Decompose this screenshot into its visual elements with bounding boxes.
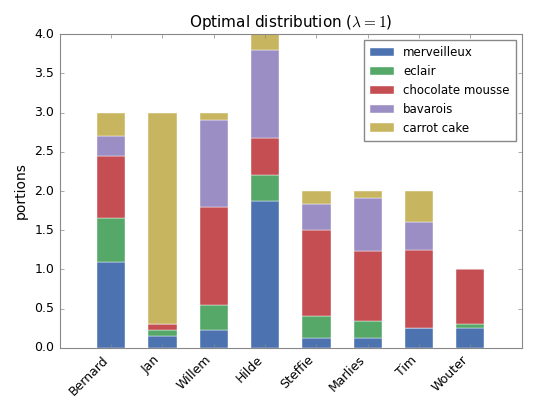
Bar [354,338,382,348]
Bar [148,336,177,348]
Bar [200,207,228,305]
Bar [97,218,125,261]
Bar [251,138,279,175]
Bar [97,261,125,348]
Bar [354,251,382,321]
Y-axis label: portions: portions [13,163,27,219]
Bar [456,269,485,324]
Bar [405,328,433,348]
Bar [302,316,331,338]
Bar [302,230,331,316]
Bar [97,136,125,156]
Bar [302,204,331,230]
Title: Optimal distribution ($\lambda=1$): Optimal distribution ($\lambda=1$) [189,13,392,32]
Bar [302,338,331,348]
Bar [200,305,228,330]
Bar [148,113,177,324]
Bar [405,191,433,222]
Bar [200,120,228,207]
Bar [148,330,177,336]
Bar [97,156,125,218]
Bar [251,34,279,50]
Bar [97,113,125,136]
Bar [200,330,228,348]
Bar [200,113,228,120]
Bar [251,175,279,201]
Bar [354,191,382,198]
Bar [354,321,382,338]
Bar [354,198,382,251]
Bar [251,50,279,138]
Bar [251,201,279,348]
Bar [148,324,177,330]
Bar [405,250,433,328]
Bar [302,191,331,204]
Bar [456,324,485,328]
Bar [405,222,433,250]
Bar [456,328,485,348]
Legend: merveilleux, eclair, chocolate mousse, bavarois, carrot cake: merveilleux, eclair, chocolate mousse, b… [364,40,516,141]
